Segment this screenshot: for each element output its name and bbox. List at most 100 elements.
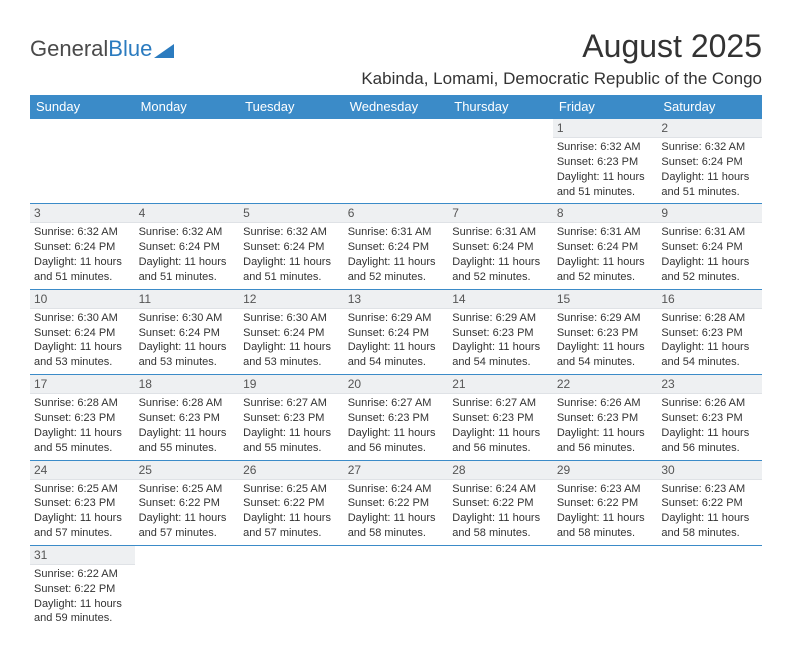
daylight-text: Daylight: 11 hours bbox=[452, 255, 549, 270]
day-content: Sunrise: 6:31 AMSunset: 6:24 PMDaylight:… bbox=[448, 223, 553, 288]
day-number: 12 bbox=[239, 290, 344, 309]
sunset-text: Sunset: 6:22 PM bbox=[243, 496, 340, 511]
daylight-text: Daylight: 11 hours bbox=[243, 255, 340, 270]
sunrise-text: Sunrise: 6:23 AM bbox=[557, 482, 654, 497]
day-content: Sunrise: 6:24 AMSunset: 6:22 PMDaylight:… bbox=[344, 480, 449, 545]
day-number: 22 bbox=[553, 375, 658, 394]
daylight-text: Daylight: 11 hours bbox=[557, 340, 654, 355]
daylight-text-2: and 58 minutes. bbox=[557, 526, 654, 541]
daylight-text-2: and 56 minutes. bbox=[557, 441, 654, 456]
daylight-text: Daylight: 11 hours bbox=[34, 340, 131, 355]
logo: GeneralBlue bbox=[30, 36, 176, 62]
sunset-text: Sunset: 6:23 PM bbox=[348, 411, 445, 426]
daylight-text-2: and 52 minutes. bbox=[661, 270, 758, 285]
sunset-text: Sunset: 6:23 PM bbox=[661, 411, 758, 426]
daylight-text-2: and 56 minutes. bbox=[452, 441, 549, 456]
day-cell: 27Sunrise: 6:24 AMSunset: 6:22 PMDayligh… bbox=[344, 460, 449, 545]
logo-text-1: General bbox=[30, 36, 108, 62]
day-number: 24 bbox=[30, 461, 135, 480]
sunset-text: Sunset: 6:24 PM bbox=[348, 240, 445, 255]
sunset-text: Sunset: 6:24 PM bbox=[661, 240, 758, 255]
daylight-text-2: and 57 minutes. bbox=[243, 526, 340, 541]
sunrise-text: Sunrise: 6:29 AM bbox=[452, 311, 549, 326]
day-cell: 31Sunrise: 6:22 AMSunset: 6:22 PMDayligh… bbox=[30, 545, 135, 630]
weekday-header: Thursday bbox=[448, 95, 553, 119]
day-number: 5 bbox=[239, 204, 344, 223]
sunrise-text: Sunrise: 6:27 AM bbox=[348, 396, 445, 411]
daylight-text: Daylight: 11 hours bbox=[348, 511, 445, 526]
day-cell: 17Sunrise: 6:28 AMSunset: 6:23 PMDayligh… bbox=[30, 375, 135, 460]
daylight-text-2: and 51 minutes. bbox=[661, 185, 758, 200]
day-content: Sunrise: 6:32 AMSunset: 6:24 PMDaylight:… bbox=[30, 223, 135, 288]
day-number: 19 bbox=[239, 375, 344, 394]
day-content: Sunrise: 6:27 AMSunset: 6:23 PMDaylight:… bbox=[344, 394, 449, 459]
calendar-row: 10Sunrise: 6:30 AMSunset: 6:24 PMDayligh… bbox=[30, 289, 762, 374]
calendar-row: 3Sunrise: 6:32 AMSunset: 6:24 PMDaylight… bbox=[30, 204, 762, 289]
sunset-text: Sunset: 6:23 PM bbox=[661, 326, 758, 341]
day-number: 21 bbox=[448, 375, 553, 394]
day-content: Sunrise: 6:26 AMSunset: 6:23 PMDaylight:… bbox=[657, 394, 762, 459]
empty-cell bbox=[657, 545, 762, 630]
sunrise-text: Sunrise: 6:26 AM bbox=[557, 396, 654, 411]
empty-cell bbox=[344, 119, 449, 204]
sunrise-text: Sunrise: 6:31 AM bbox=[348, 225, 445, 240]
day-number: 23 bbox=[657, 375, 762, 394]
day-cell: 11Sunrise: 6:30 AMSunset: 6:24 PMDayligh… bbox=[135, 289, 240, 374]
day-cell: 5Sunrise: 6:32 AMSunset: 6:24 PMDaylight… bbox=[239, 204, 344, 289]
daylight-text-2: and 54 minutes. bbox=[661, 355, 758, 370]
sunset-text: Sunset: 6:23 PM bbox=[139, 411, 236, 426]
day-cell: 2Sunrise: 6:32 AMSunset: 6:24 PMDaylight… bbox=[657, 119, 762, 204]
weekday-header-row: SundayMondayTuesdayWednesdayThursdayFrid… bbox=[30, 95, 762, 119]
logo-text-2: Blue bbox=[108, 36, 152, 62]
daylight-text: Daylight: 11 hours bbox=[557, 511, 654, 526]
day-cell: 22Sunrise: 6:26 AMSunset: 6:23 PMDayligh… bbox=[553, 375, 658, 460]
day-cell: 4Sunrise: 6:32 AMSunset: 6:24 PMDaylight… bbox=[135, 204, 240, 289]
day-cell: 10Sunrise: 6:30 AMSunset: 6:24 PMDayligh… bbox=[30, 289, 135, 374]
day-content: Sunrise: 6:31 AMSunset: 6:24 PMDaylight:… bbox=[657, 223, 762, 288]
day-number: 29 bbox=[553, 461, 658, 480]
daylight-text-2: and 52 minutes. bbox=[557, 270, 654, 285]
daylight-text: Daylight: 11 hours bbox=[243, 511, 340, 526]
weekday-header: Monday bbox=[135, 95, 240, 119]
daylight-text-2: and 55 minutes. bbox=[243, 441, 340, 456]
calendar-row: 17Sunrise: 6:28 AMSunset: 6:23 PMDayligh… bbox=[30, 375, 762, 460]
daylight-text: Daylight: 11 hours bbox=[661, 170, 758, 185]
day-cell: 6Sunrise: 6:31 AMSunset: 6:24 PMDaylight… bbox=[344, 204, 449, 289]
daylight-text: Daylight: 11 hours bbox=[243, 426, 340, 441]
weekday-header: Tuesday bbox=[239, 95, 344, 119]
daylight-text-2: and 53 minutes. bbox=[139, 355, 236, 370]
title-block: August 2025 Kabinda, Lomami, Democratic … bbox=[361, 28, 762, 89]
day-cell: 1Sunrise: 6:32 AMSunset: 6:23 PMDaylight… bbox=[553, 119, 658, 204]
day-number: 14 bbox=[448, 290, 553, 309]
daylight-text: Daylight: 11 hours bbox=[452, 340, 549, 355]
empty-cell bbox=[239, 545, 344, 630]
daylight-text: Daylight: 11 hours bbox=[557, 426, 654, 441]
day-cell: 25Sunrise: 6:25 AMSunset: 6:22 PMDayligh… bbox=[135, 460, 240, 545]
sunset-text: Sunset: 6:23 PM bbox=[557, 155, 654, 170]
daylight-text: Daylight: 11 hours bbox=[557, 170, 654, 185]
day-number: 15 bbox=[553, 290, 658, 309]
sunrise-text: Sunrise: 6:24 AM bbox=[452, 482, 549, 497]
day-content: Sunrise: 6:25 AMSunset: 6:23 PMDaylight:… bbox=[30, 480, 135, 545]
day-content: Sunrise: 6:27 AMSunset: 6:23 PMDaylight:… bbox=[448, 394, 553, 459]
weekday-header: Friday bbox=[553, 95, 658, 119]
sunset-text: Sunset: 6:23 PM bbox=[452, 411, 549, 426]
sunrise-text: Sunrise: 6:31 AM bbox=[557, 225, 654, 240]
day-number: 2 bbox=[657, 119, 762, 138]
day-content: Sunrise: 6:30 AMSunset: 6:24 PMDaylight:… bbox=[30, 309, 135, 374]
day-cell: 16Sunrise: 6:28 AMSunset: 6:23 PMDayligh… bbox=[657, 289, 762, 374]
sunrise-text: Sunrise: 6:25 AM bbox=[243, 482, 340, 497]
day-number: 9 bbox=[657, 204, 762, 223]
daylight-text: Daylight: 11 hours bbox=[661, 255, 758, 270]
day-content: Sunrise: 6:24 AMSunset: 6:22 PMDaylight:… bbox=[448, 480, 553, 545]
day-cell: 21Sunrise: 6:27 AMSunset: 6:23 PMDayligh… bbox=[448, 375, 553, 460]
daylight-text-2: and 56 minutes. bbox=[348, 441, 445, 456]
daylight-text: Daylight: 11 hours bbox=[139, 255, 236, 270]
sunrise-text: Sunrise: 6:32 AM bbox=[661, 140, 758, 155]
daylight-text-2: and 57 minutes. bbox=[139, 526, 236, 541]
sunset-text: Sunset: 6:23 PM bbox=[452, 326, 549, 341]
sunset-text: Sunset: 6:24 PM bbox=[139, 240, 236, 255]
day-number: 30 bbox=[657, 461, 762, 480]
day-number: 3 bbox=[30, 204, 135, 223]
weekday-header: Sunday bbox=[30, 95, 135, 119]
